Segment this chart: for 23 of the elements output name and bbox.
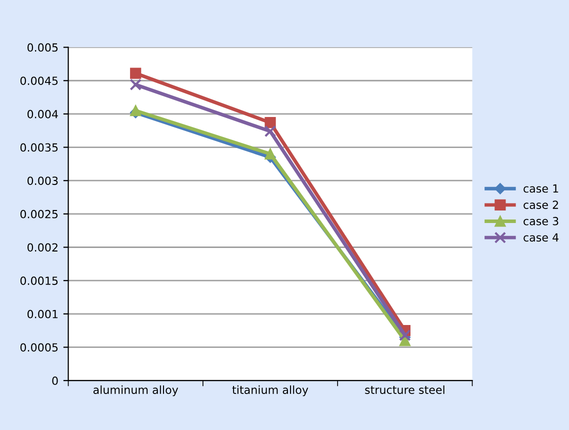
y-tick-label: 0.0045 bbox=[20, 76, 58, 86]
y-tick-label: 0.003 bbox=[27, 176, 58, 185]
y-tick-label: 0.0005 bbox=[20, 343, 58, 352]
legend-label: case 2 bbox=[524, 200, 558, 209]
y-tick-label: 0.002 bbox=[27, 243, 58, 252]
x-tick-label: titanium alloy bbox=[232, 385, 308, 396]
y-tick-label: 0.0015 bbox=[20, 276, 58, 285]
point bbox=[264, 125, 276, 138]
x-tick-label: aluminum alloy bbox=[93, 385, 178, 396]
legend-label: case 1 bbox=[524, 184, 558, 193]
point bbox=[264, 117, 276, 128]
point bbox=[130, 78, 142, 91]
point bbox=[130, 68, 142, 79]
y-tick-label: 0 bbox=[52, 376, 58, 385]
y-tick-label: 0.0025 bbox=[20, 210, 58, 218]
legend-label: case 4 bbox=[524, 233, 558, 242]
point bbox=[264, 148, 276, 160]
y-tick-label: 0.0035 bbox=[20, 143, 58, 152]
legend-label: case 3 bbox=[524, 216, 558, 226]
x-tick-label: structure steel bbox=[365, 385, 444, 394]
y-tick-label: 0.004 bbox=[27, 110, 58, 118]
y-tick-label: 0.001 bbox=[27, 310, 58, 318]
y-tick-label: 0.005 bbox=[27, 43, 58, 52]
